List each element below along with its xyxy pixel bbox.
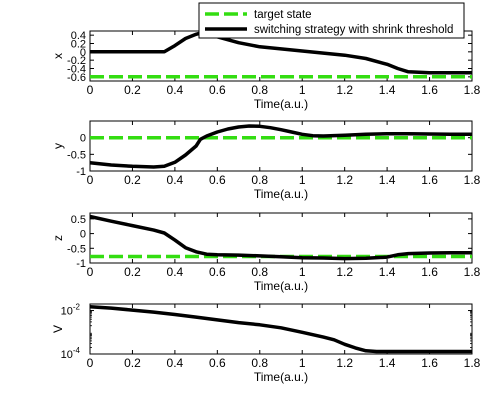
x-tick-label: 0.2 [124, 356, 141, 370]
x-tick-label: 0.8 [251, 173, 268, 187]
y-tick-exponent: -2 [73, 303, 81, 312]
x-tick-label: 1.6 [421, 356, 438, 370]
x-tick-label: 0.6 [209, 356, 226, 370]
y-tick-label: 0 [80, 133, 86, 145]
subplot-x: 0 0.2 0.4 0.6 0.8 1 1.2 1.4 1.6 1.80.40.20-0.2-0.… [51, 30, 481, 111]
y-tick-exponent: -4 [73, 346, 81, 355]
x-tick-label: 1.6 [421, 265, 438, 279]
subplot-z: 0 0.2 0.4 0.6 0.8 1 1.2 1.4 1.6 1.80.50-0.5-1zTim… [51, 212, 481, 293]
x-tick-label: 1.2 [336, 356, 353, 370]
x-axis-label: Time(a.u.) [254, 370, 308, 384]
series-line-switching-strategy [89, 214, 472, 261]
x-tick-label: 0 [87, 83, 94, 97]
x-tick-label: 0.8 [251, 356, 268, 370]
series-line-switching-strategy [90, 31, 472, 75]
x-tick-label: 1.4 [379, 265, 396, 279]
x-tick-label: 0.4 [167, 83, 184, 97]
y-tick-label: 10-2 [61, 303, 81, 318]
y-axis-label: x [51, 53, 65, 59]
x-tick-label: 0 [87, 173, 94, 187]
y-tick-label: -1 [76, 166, 86, 178]
y-tick-label: 0 [80, 47, 86, 59]
y-tick-label: 0 [80, 229, 86, 241]
series-line-switching-strategy [89, 304, 472, 354]
x-tick-label: 1 [299, 356, 306, 370]
x-tick-label: 1 [299, 83, 306, 97]
x-tick-label: 1.8 [464, 173, 481, 187]
x-tick-label: 0.2 [124, 265, 141, 279]
x-tick-label: 1.4 [379, 83, 396, 97]
x-tick-label: 0.6 [209, 265, 226, 279]
x-tick-label: 1.6 [421, 83, 438, 97]
x-tick-label: 1.8 [464, 83, 481, 97]
x-tick-label: 0.4 [167, 265, 184, 279]
x-tick-label: 1.4 [379, 173, 396, 187]
series-line-switching-strategy [89, 124, 472, 169]
x-tick-label: 0.2 [124, 173, 141, 187]
y-axis-label: V [51, 325, 65, 333]
x-tick-label: 0.4 [167, 356, 184, 370]
x-tick-label: 1 [299, 265, 306, 279]
y-tick-label: -0.6 [67, 72, 86, 84]
x-tick-label: 0 [87, 265, 94, 279]
x-tick-label: 1.6 [421, 173, 438, 187]
x-tick-label: 1.4 [379, 356, 396, 370]
legend-entry-label: target state [254, 9, 312, 21]
x-tick-label: 1.2 [336, 265, 353, 279]
y-tick-label: 0.4 [71, 30, 86, 42]
x-tick-label: 0.2 [124, 83, 141, 97]
subplot-V: 0 0.2 0.4 0.6 0.8 1 1.2 1.4 1.6 1.8 10-2 10-4 V Time(… [51, 303, 481, 384]
x-tick-label: 1 [299, 173, 306, 187]
legend: target state switching strategy with shri… [198, 2, 465, 39]
x-tick-label: 0.8 [251, 83, 268, 97]
y-tick-label: 0.2 [71, 39, 86, 51]
x-axis-label: Time(a.u.) [254, 279, 308, 293]
x-tick-label: 0.8 [251, 265, 268, 279]
x-tick-label: 0.6 [209, 83, 226, 97]
y-tick-label: 0.5 [71, 214, 86, 226]
y-tick-label: -0.5 [67, 243, 86, 255]
x-tick-label: 0.6 [209, 173, 226, 187]
y-tick-label: -0.2 [67, 55, 86, 67]
y-tick-label: -0.4 [67, 64, 86, 76]
x-tick-label: 0.4 [167, 173, 184, 187]
subplot-y: 0 0.2 0.4 0.6 0.8 1 1.2 1.4 1.6 1.80-0.5-1yTime(a… [51, 120, 481, 201]
y-tick-label: 10-4 [61, 346, 81, 361]
x-tick-label: 1.2 [336, 83, 353, 97]
x-tick-label: 0 [87, 356, 94, 370]
x-tick-label: 1.8 [464, 356, 481, 370]
y-axis-label: z [51, 235, 65, 241]
x-tick-label: 1.8 [464, 265, 481, 279]
y-axis-label: y [51, 143, 65, 149]
x-axis-label: Time(a.u.) [254, 187, 308, 201]
y-tick-label: -1 [76, 258, 86, 270]
legend-entry-label: switching strategy with shrink threshold [254, 24, 453, 36]
legend-box [198, 2, 465, 39]
y-tick-label: -0.5 [67, 149, 86, 161]
x-tick-label: 1.2 [336, 173, 353, 187]
x-axis-label: Time(a.u.) [254, 97, 308, 111]
